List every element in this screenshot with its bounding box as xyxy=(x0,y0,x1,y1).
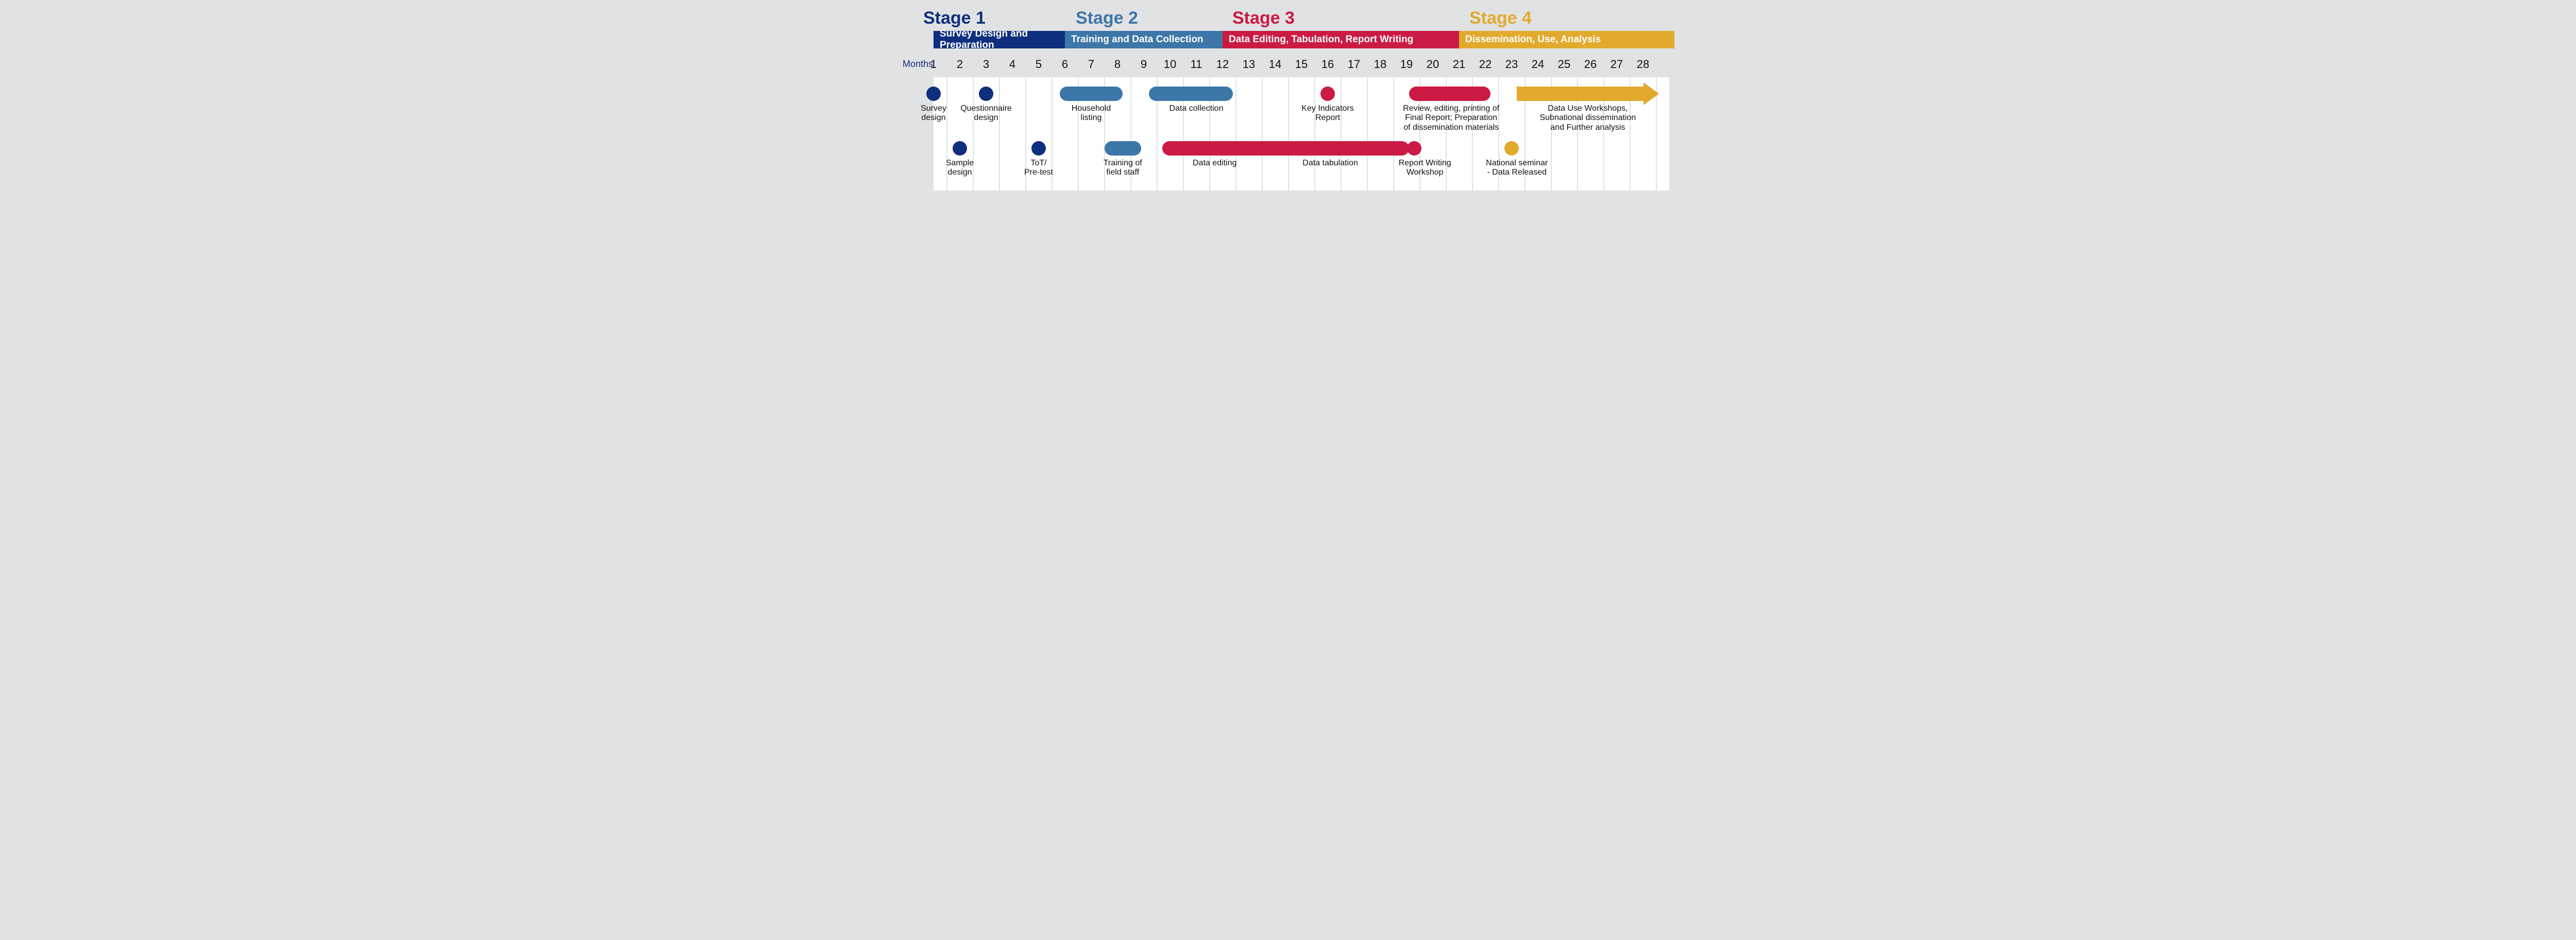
month-number: 16 xyxy=(1317,58,1338,71)
gridline xyxy=(1630,134,1631,191)
month-number: 2 xyxy=(950,58,970,71)
month-number: 11 xyxy=(1186,58,1207,71)
month-number: 7 xyxy=(1081,58,1101,71)
month-number: 14 xyxy=(1265,58,1285,71)
stage-title: Stage 2 xyxy=(1076,8,1138,28)
stage-band: Dissemination, Use, Analysis xyxy=(1459,31,1674,48)
task-tot-pretest xyxy=(1031,141,1046,156)
month-number: 26 xyxy=(1580,58,1601,71)
month-number: 19 xyxy=(1396,58,1417,71)
task-household-listing xyxy=(1060,87,1123,101)
month-number: 20 xyxy=(1422,58,1443,71)
month-number: 21 xyxy=(1449,58,1469,71)
stage-band: Training and Data Collection xyxy=(1065,31,1223,48)
month-number: 23 xyxy=(1501,58,1522,71)
task-label-tot-pretest: ToT/Pre-test xyxy=(997,159,1080,178)
task-survey-design xyxy=(926,87,941,101)
stage-band: Data Editing, Tabulation, Report Writing xyxy=(1223,31,1459,48)
task-data-use-workshops-arrowhead xyxy=(1643,82,1659,105)
month-number: 27 xyxy=(1606,58,1627,71)
gridline xyxy=(1472,134,1473,191)
month-number: 22 xyxy=(1475,58,1496,71)
month-number: 15 xyxy=(1291,58,1312,71)
month-number: 12 xyxy=(1212,58,1233,71)
month-number: 10 xyxy=(1160,58,1180,71)
task-national-seminar xyxy=(1504,141,1519,156)
month-number: 13 xyxy=(1239,58,1259,71)
stage-title: Stage 3 xyxy=(1232,8,1295,28)
month-number: 28 xyxy=(1633,58,1653,71)
month-number: 8 xyxy=(1107,58,1128,71)
task-data-collection xyxy=(1149,87,1233,101)
month-number: 5 xyxy=(1028,58,1049,71)
task-label-report-writing-ws: Report WritingWorkshop xyxy=(1384,159,1466,178)
task-label-review-final-report: Review, editing, printing ofFinal Report… xyxy=(1392,104,1511,132)
task-key-indicators xyxy=(1320,87,1335,101)
timeline-chart: Stage 1 Survey Design and Preparation Stag… xyxy=(892,0,1684,201)
task-review-final-report xyxy=(1409,87,1490,101)
task-label-data-use-workshops: Data Use Workshops,Subnational dissemina… xyxy=(1529,104,1647,132)
task-data-use-workshops xyxy=(1517,87,1643,101)
task-label-data-editing: Data editing xyxy=(1174,159,1256,168)
stage-title: Stage 4 xyxy=(1469,8,1532,28)
gridline xyxy=(1656,134,1657,191)
task-label-data-tabulation: Data tabulation xyxy=(1289,159,1371,168)
task-questionnaire-design xyxy=(979,87,993,101)
month-number: 18 xyxy=(1370,58,1391,71)
month-number: 3 xyxy=(976,58,996,71)
task-label-data-collection: Data collection xyxy=(1155,104,1238,113)
task-data-editing xyxy=(1162,141,1262,156)
task-label-questionnaire-design: Questionnairedesign xyxy=(945,104,1027,123)
task-label-household-listing: Householdlisting xyxy=(1050,104,1132,123)
month-number: 17 xyxy=(1344,58,1364,71)
month-number: 9 xyxy=(1133,58,1154,71)
task-label-training-field-staff: Training offield staff xyxy=(1081,159,1164,178)
month-number: 4 xyxy=(1002,58,1023,71)
gridline xyxy=(1603,134,1604,191)
task-training-field-staff xyxy=(1105,141,1141,156)
month-number: 1 xyxy=(923,58,944,71)
task-label-national-seminar: National seminar- Data Released xyxy=(1476,159,1558,178)
task-data-tabulation xyxy=(1249,141,1409,156)
gridline xyxy=(1524,77,1526,134)
stage-title: Stage 1 xyxy=(923,8,986,28)
stage-band: Survey Design and Preparation xyxy=(934,31,1065,48)
month-number: 24 xyxy=(1528,58,1548,71)
task-sample-design xyxy=(953,141,967,156)
month-number: 6 xyxy=(1055,58,1075,71)
gridline xyxy=(1577,134,1578,191)
task-label-sample-design: Sampledesign xyxy=(919,159,1001,178)
month-number: 25 xyxy=(1554,58,1574,71)
task-label-key-indicators: Key IndicatorsReport xyxy=(1286,104,1369,123)
gridline xyxy=(1262,77,1263,134)
